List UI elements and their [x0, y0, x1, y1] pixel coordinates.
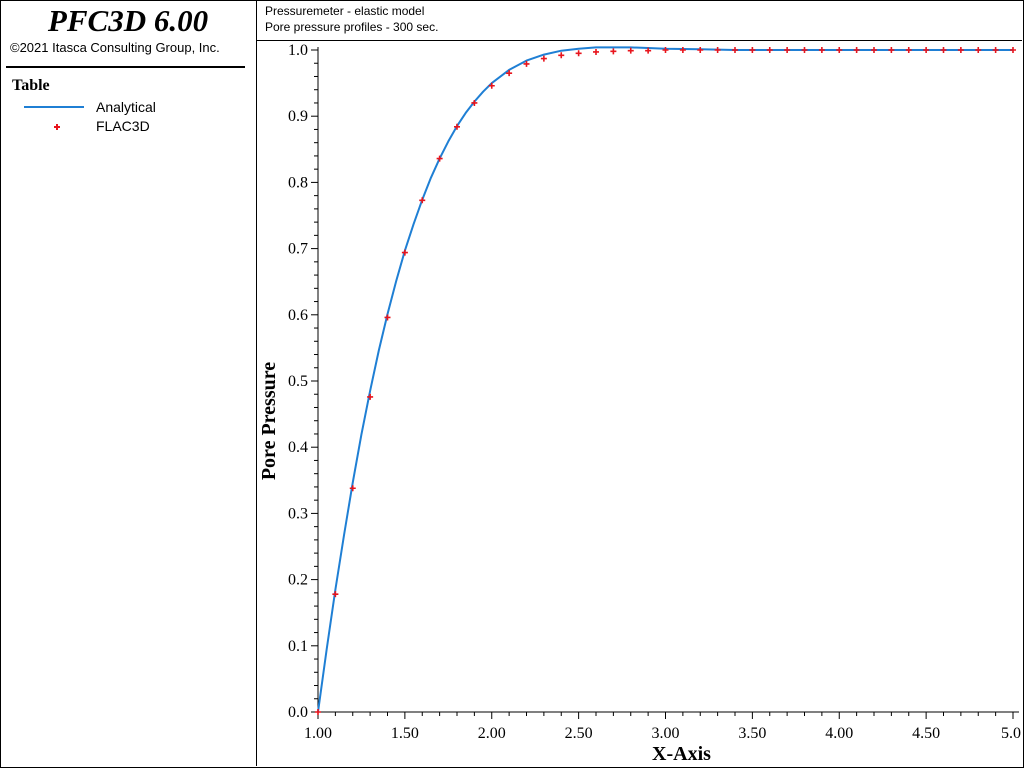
plot-title-line2: Pore pressure profiles - 300 sec. — [265, 20, 439, 34]
data-point-flac3d — [454, 123, 460, 130]
data-point-flac3d — [732, 47, 738, 53]
data-point-flac3d — [349, 485, 356, 492]
x-tick-label: 2.50 — [565, 725, 593, 742]
data-point-flac3d — [766, 47, 773, 53]
data-point-flac3d — [714, 47, 721, 53]
x-tick-label: 1.50 — [391, 725, 419, 742]
data-point-flac3d — [645, 47, 652, 54]
data-point-flac3d — [610, 48, 617, 55]
data-point-flac3d — [801, 47, 808, 53]
chart-area: 0.0 0.1 0.2 0.3 0.4 0.5 0.6 0.7 0.8 0.9 1.0 1.00 1.5… — [257, 41, 1023, 767]
data-point-flac3d — [818, 47, 825, 53]
x-tick-label: 3.00 — [652, 725, 680, 742]
data-point-flac3d — [540, 55, 547, 62]
x-tick-label: 4.00 — [825, 725, 853, 742]
y-tick-label: 0.3 — [288, 505, 308, 522]
data-point-flac3d — [957, 47, 964, 53]
data-point-flac3d — [419, 197, 426, 204]
legend-panel: PFC3D 6.00 ©2021 Itasca Consulting Group… — [0, 0, 257, 766]
y-tick-label: 0.0 — [288, 704, 308, 721]
data-point-flac3d — [627, 47, 634, 54]
data-point-flac3d — [749, 47, 756, 53]
x-tick-label: 3.50 — [738, 725, 766, 742]
data-point-flac3d — [662, 47, 669, 53]
y-tick-label: 1.0 — [288, 42, 308, 59]
data-point-flac3d — [992, 47, 999, 53]
plot-title-line1: Pressuremeter - elastic model — [265, 4, 425, 18]
x-tick-label: 2.00 — [478, 725, 506, 742]
data-point-flac3d — [384, 314, 391, 321]
data-point-flac3d — [975, 47, 982, 53]
data-point-flac3d — [679, 47, 686, 53]
data-point-flac3d — [593, 48, 599, 55]
data-point-flac3d — [558, 52, 565, 59]
x-tick-label: 1.00 — [304, 725, 332, 742]
data-point-flac3d — [836, 47, 843, 53]
data-point-flac3d — [575, 50, 582, 57]
data-point-flac3d — [888, 47, 895, 53]
y-tick-label: 0.6 — [288, 307, 308, 324]
cross-marker-icon — [54, 124, 60, 130]
x-tick-label: 5.0 — [1001, 725, 1021, 742]
x-tick-label: 4.50 — [912, 725, 940, 742]
series-line-analytical — [317, 46, 1013, 713]
legend-label-flac3d: FLAC3D — [96, 118, 150, 134]
plot-header: Pressuremeter - elastic model Pore press… — [257, 0, 1022, 41]
data-point-flac3d — [905, 47, 912, 53]
y-axis-title: Pore Pressure — [258, 362, 280, 480]
data-point-flac3d — [523, 60, 530, 67]
legend-label-analytical: Analytical — [96, 99, 156, 115]
y-tick-label: 0.1 — [288, 638, 308, 655]
data-point-flac3d — [1010, 47, 1016, 53]
data-point-flac3d — [436, 155, 443, 162]
app-title: PFC3D 6.00 — [47, 3, 209, 38]
pore-pressure-chart: 0.0 0.1 0.2 0.3 0.4 0.5 0.6 0.7 0.8 0.9 1.0 1.00 1.5… — [258, 42, 1021, 765]
line-swatch-icon — [24, 106, 84, 108]
copyright-text: ©2021 Itasca Consulting Group, Inc. — [10, 40, 220, 55]
data-point-flac3d — [401, 249, 408, 256]
y-tick-label: 0.9 — [288, 108, 308, 125]
x-axis-title: X-Axis — [652, 743, 711, 765]
data-point-flac3d — [871, 47, 877, 53]
y-tick-label: 0.4 — [288, 439, 308, 456]
data-point-flac3d — [471, 99, 478, 106]
data-point-flac3d — [923, 47, 930, 53]
divider — [6, 66, 245, 68]
data-point-flac3d — [488, 82, 495, 89]
y-tick-label: 0.7 — [288, 241, 308, 258]
y-tick-label: 0.2 — [288, 572, 308, 589]
data-point-flac3d — [367, 393, 374, 400]
data-point-flac3d — [315, 709, 321, 715]
y-tick-label: 0.8 — [288, 174, 308, 191]
data-point-flac3d — [853, 47, 860, 53]
data-point-flac3d — [697, 47, 704, 53]
legend-title: Table — [12, 77, 50, 94]
data-point-flac3d — [940, 47, 947, 53]
data-point-flac3d — [506, 70, 513, 77]
data-point-flac3d — [784, 47, 791, 53]
data-point-flac3d — [332, 591, 339, 598]
y-tick-label: 0.5 — [288, 373, 308, 390]
